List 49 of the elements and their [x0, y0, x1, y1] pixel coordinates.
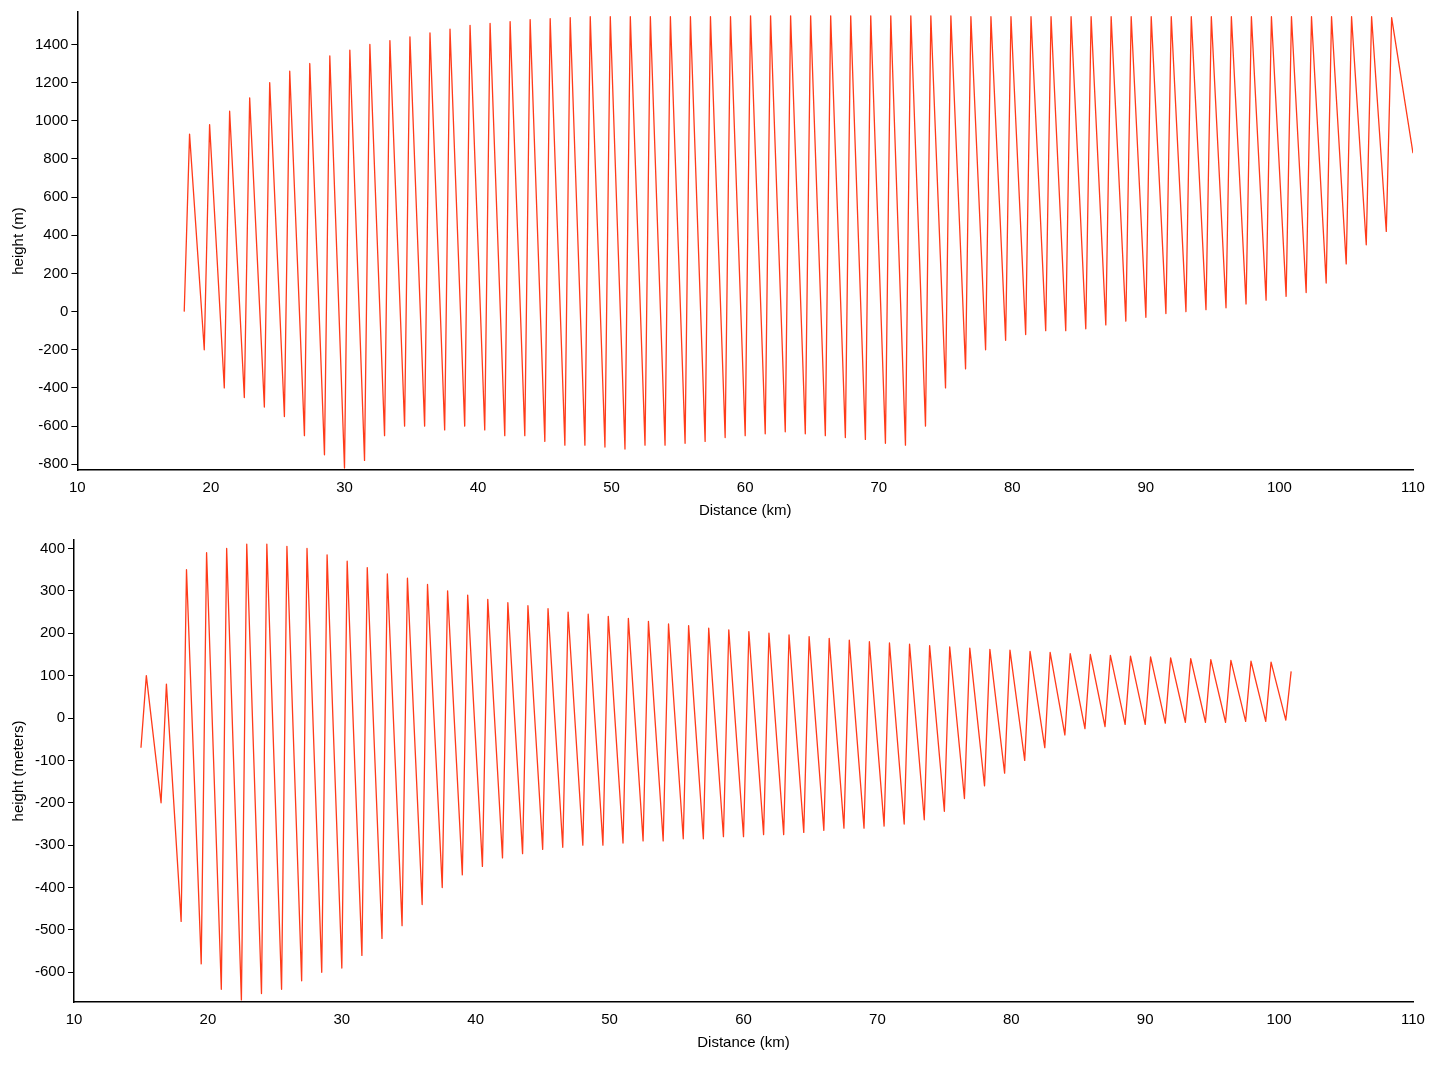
y-tick-label: -500: [34, 920, 66, 938]
x-tick-label: 30: [336, 478, 353, 496]
y-tick-label: 200: [39, 623, 66, 641]
x-tick-label: 90: [1136, 1010, 1154, 1028]
x-tick-label: 80: [1003, 478, 1021, 496]
y-tick-label: -600: [34, 962, 66, 980]
x-tick-label: 80: [1002, 1010, 1020, 1028]
x-tick-label: 10: [69, 478, 86, 496]
y-tick-label: 0: [60, 301, 69, 319]
x-tick-label: 40: [469, 478, 487, 496]
x-tick-label: 70: [870, 478, 888, 496]
y-tick-label: -400: [38, 378, 69, 396]
y-tick-label: -200: [38, 339, 69, 357]
x-tick-label: 90: [1137, 478, 1155, 496]
y-tick-label: 800: [43, 149, 69, 167]
y-tick-label: 400: [43, 225, 69, 243]
y-tick-label: -200: [34, 792, 66, 810]
y-tick-label: -300: [34, 835, 66, 853]
y-tick-label: 600: [43, 187, 69, 205]
y-tick-label: -800: [38, 454, 69, 472]
y-tick-label: 1200: [34, 72, 69, 90]
y-tick-label: 200: [43, 263, 69, 281]
y-tick-label: 300: [39, 581, 66, 598]
y-tick-label: 1000: [34, 110, 69, 128]
x-tick-label: 40: [467, 1010, 485, 1028]
y-tick-label: -600: [38, 416, 69, 434]
y-tick-label: -400: [34, 877, 66, 895]
x-tick-label: 60: [736, 478, 754, 496]
x-tick-label: 20: [199, 1010, 217, 1028]
x-tick-label: 60: [735, 1010, 752, 1028]
x-tick-label: 110: [1401, 478, 1425, 496]
x-tick-label: 100: [1266, 1010, 1292, 1028]
y-tick-label: 1400: [34, 34, 69, 52]
x-tick-label: 110: [1401, 1010, 1425, 1028]
x-tick-label: 10: [65, 1010, 83, 1028]
y-tick-label: -100: [34, 750, 66, 768]
x-tick-label: 70: [869, 1010, 886, 1028]
x-tick-label: 100: [1266, 478, 1292, 496]
y-tick-label: 0: [56, 708, 66, 726]
y-axis-title: height (meters): [9, 720, 27, 822]
x-axis-title: Distance (km): [698, 501, 792, 519]
x-tick-label: 30: [333, 1010, 351, 1028]
y-tick-label: 400: [39, 538, 66, 556]
y-axis-title: height (m): [9, 207, 27, 275]
x-axis-title: Distance (km): [697, 1033, 790, 1051]
x-tick-label: 20: [202, 478, 220, 496]
x-tick-label: 50: [601, 1010, 618, 1028]
y-tick-label: 100: [39, 665, 66, 683]
x-tick-label: 50: [603, 478, 620, 496]
